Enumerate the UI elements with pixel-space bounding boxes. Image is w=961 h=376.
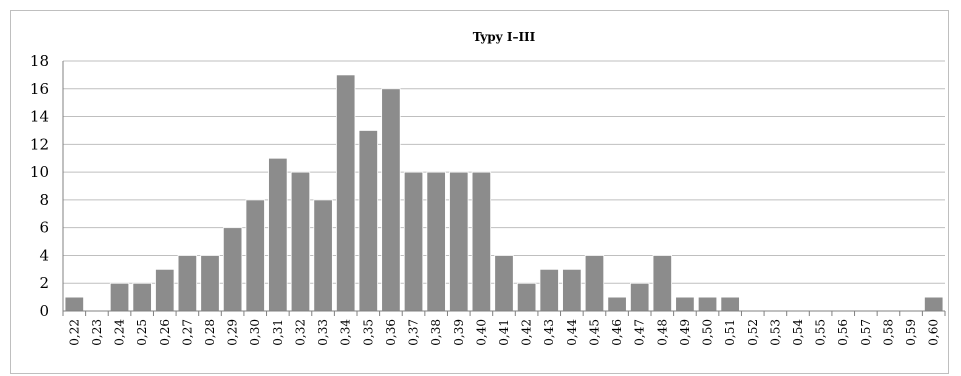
bar bbox=[449, 171, 469, 312]
bar bbox=[290, 171, 311, 312]
y-tick-label: 10 bbox=[30, 163, 49, 181]
x-tick-label: 0,54 bbox=[791, 319, 805, 346]
x-tick-label: 0,59 bbox=[904, 319, 918, 346]
gridlines bbox=[63, 60, 945, 284]
bar bbox=[426, 171, 446, 312]
bar bbox=[155, 268, 175, 312]
bar bbox=[313, 199, 333, 312]
y-tick-label: 18 bbox=[30, 52, 49, 70]
bar bbox=[516, 282, 537, 312]
x-tick-label: 0,38 bbox=[429, 319, 443, 346]
bar bbox=[177, 255, 198, 312]
x-tick-label: 0,39 bbox=[452, 319, 466, 346]
bar-chart: 0 2 4 6 8 10 12 14 16 18 0,22 0,23 0,24 0,25 0,26 0,27… bbox=[30, 30, 946, 346]
bar bbox=[607, 296, 627, 312]
y-tick-label: 6 bbox=[39, 219, 49, 237]
bar bbox=[403, 171, 424, 312]
bar bbox=[245, 199, 265, 312]
bar bbox=[539, 268, 559, 312]
x-tick-label: 0,34 bbox=[339, 319, 353, 346]
y-tick-label: 2 bbox=[39, 274, 49, 292]
x-tick-label: 0,31 bbox=[271, 319, 285, 346]
bar bbox=[652, 255, 672, 312]
bar bbox=[562, 268, 582, 312]
x-tick-label: 0,52 bbox=[746, 319, 760, 346]
chart-title: Typy I–III bbox=[473, 30, 536, 44]
x-tick-label: 0,24 bbox=[113, 319, 127, 346]
x-tick-label: 0,53 bbox=[768, 319, 782, 346]
x-tick-label: 0,25 bbox=[135, 319, 149, 346]
axes bbox=[62, 61, 946, 316]
bar bbox=[132, 282, 152, 312]
x-tick-label: 0,29 bbox=[226, 319, 240, 346]
bar bbox=[471, 171, 492, 312]
bars bbox=[64, 74, 944, 312]
x-tick-label: 0,37 bbox=[407, 319, 421, 346]
bar bbox=[109, 282, 130, 312]
x-tick-label: 0,50 bbox=[701, 319, 715, 346]
x-tick-label: 0,57 bbox=[859, 319, 873, 346]
bar bbox=[630, 282, 650, 312]
x-tick-label: 0,41 bbox=[497, 319, 511, 346]
y-tick-label: 4 bbox=[39, 246, 49, 264]
x-tick-label: 0,49 bbox=[678, 319, 692, 346]
x-tick-label: 0,32 bbox=[293, 319, 307, 346]
x-tick-label: 0,58 bbox=[881, 319, 895, 346]
x-tick-label: 0,35 bbox=[361, 319, 375, 346]
x-tick-label: 0,44 bbox=[565, 319, 579, 346]
y-tick-label: 16 bbox=[30, 80, 49, 98]
x-tick-label: 0,47 bbox=[633, 319, 647, 346]
x-tick-label: 0,30 bbox=[248, 319, 262, 346]
bar bbox=[268, 157, 288, 312]
x-tick-label: 0,27 bbox=[180, 319, 194, 346]
bar bbox=[697, 296, 718, 312]
x-tick-label: 0,51 bbox=[723, 319, 737, 346]
chart-frame: 0 2 4 6 8 10 12 14 16 18 0,22 0,23 0,24 0,25 0,26 0,27… bbox=[10, 10, 949, 374]
x-tick-label: 0,33 bbox=[316, 319, 330, 346]
bar bbox=[222, 227, 243, 312]
x-tick-label: 0,23 bbox=[90, 319, 104, 346]
bar bbox=[720, 296, 740, 312]
bar bbox=[381, 88, 401, 312]
x-tick-label: 0,48 bbox=[655, 319, 669, 346]
x-tick-label: 0,46 bbox=[610, 319, 624, 346]
bar bbox=[336, 74, 356, 312]
bar bbox=[358, 130, 378, 312]
bar bbox=[494, 255, 514, 312]
x-tick-label: 0,22 bbox=[67, 319, 81, 346]
x-tick-label: 0,45 bbox=[587, 319, 601, 346]
x-tick-label: 0,56 bbox=[836, 319, 850, 346]
y-tick-labels: 0 2 4 6 8 10 12 14 16 18 bbox=[30, 52, 49, 320]
y-tick-label: 12 bbox=[30, 135, 49, 153]
bar bbox=[924, 296, 944, 312]
x-tick-label: 0,42 bbox=[520, 319, 534, 346]
bar bbox=[675, 296, 695, 312]
x-tick-label: 0,28 bbox=[203, 319, 217, 346]
y-tick-label: 0 bbox=[39, 302, 49, 320]
x-tick-labels: 0,22 0,23 0,24 0,25 0,26 0,27 0,28 0,29 0,30 0,31… bbox=[67, 319, 940, 346]
x-tick-label: 0,43 bbox=[542, 319, 556, 346]
y-tick-label: 8 bbox=[39, 191, 49, 209]
bar bbox=[64, 296, 84, 312]
bar bbox=[200, 255, 220, 312]
x-tick-label: 0,55 bbox=[814, 319, 828, 346]
x-tick-label: 0,60 bbox=[927, 319, 941, 346]
x-tick-label: 0,36 bbox=[384, 319, 398, 346]
x-tick-label: 0,40 bbox=[474, 319, 488, 346]
y-tick-label: 14 bbox=[30, 108, 49, 126]
x-tick-label: 0,26 bbox=[158, 319, 172, 346]
bar bbox=[584, 255, 605, 312]
